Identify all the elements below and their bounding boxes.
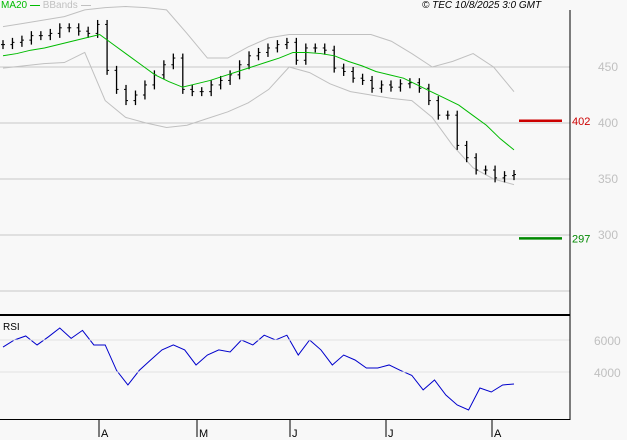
ma20-line bbox=[2, 33, 515, 151]
rsi-tick-label: 6000 bbox=[594, 334, 621, 348]
month-label: J bbox=[388, 428, 394, 440]
rsi-tick-label: 4000 bbox=[594, 366, 621, 380]
price-tick-label: 350 bbox=[598, 172, 618, 186]
month-label: A bbox=[101, 428, 109, 440]
upper-bband bbox=[2, 6, 515, 92]
price-tick-label: 450 bbox=[598, 60, 618, 74]
level-label-297: 297 bbox=[572, 233, 590, 245]
rsi-title: RSI bbox=[3, 322, 20, 333]
level-label-402: 402 bbox=[572, 116, 590, 128]
ma20-swatch bbox=[29, 4, 40, 6]
month-label: A bbox=[494, 428, 502, 440]
bbands-label: BBands bbox=[42, 0, 78, 11]
price-tick-label: 400 bbox=[598, 116, 618, 130]
month-label: M bbox=[199, 428, 208, 440]
bbands-swatch bbox=[80, 4, 91, 6]
ma20-legend: MA20 BBands bbox=[1, 0, 91, 11]
ma20-label: MA20 bbox=[1, 0, 28, 11]
price-tick-label: 300 bbox=[598, 228, 618, 242]
month-label: J bbox=[292, 428, 298, 440]
copyright-timestamp: © TEC 10/8/2025 3:0 GMT bbox=[422, 0, 542, 11]
lower-bband bbox=[2, 51, 515, 186]
